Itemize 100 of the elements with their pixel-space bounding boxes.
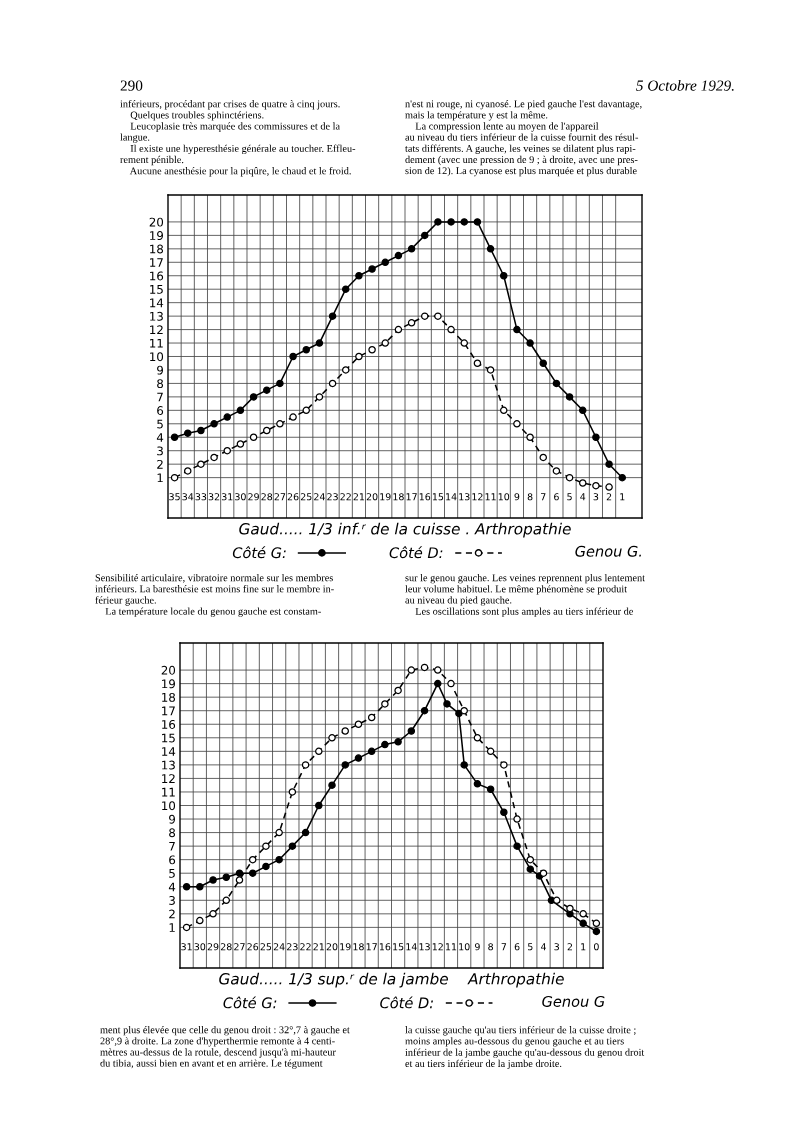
point	[605, 483, 613, 491]
point	[578, 479, 587, 487]
point	[183, 467, 192, 475]
x-tick-label: 14	[406, 943, 417, 951]
point	[315, 801, 323, 810]
point	[210, 453, 218, 462]
text: Genou G	[542, 995, 605, 1007]
y-tick-label: 20	[161, 665, 176, 675]
point	[434, 666, 442, 674]
y-tick-label: 7	[169, 842, 175, 851]
point	[605, 460, 613, 468]
point	[210, 420, 218, 428]
x-tick-label: 15	[432, 493, 444, 501]
point	[486, 245, 495, 253]
point	[407, 319, 416, 327]
point	[421, 312, 429, 320]
y-tick-label: 11	[150, 338, 163, 348]
point	[473, 780, 482, 788]
point	[434, 312, 442, 320]
point	[394, 251, 403, 260]
point	[197, 426, 205, 435]
x-tick-label: 7	[501, 943, 507, 951]
x-tick-label: 11	[485, 493, 496, 501]
x-axis-title: Gaud..... 1/3 inf.ʳ de la cuisse . Arthropathie	[239, 522, 571, 538]
y-tick-label: 10	[162, 801, 176, 811]
point	[473, 734, 482, 742]
point	[182, 883, 191, 891]
point	[434, 679, 442, 688]
x-tick-label: 9	[475, 943, 480, 951]
point	[341, 727, 349, 735]
point	[486, 785, 495, 794]
y-tick-label: 4	[156, 433, 164, 442]
point	[539, 453, 548, 462]
text: sur le genou gauche. Les veines reprennent plus lentement leur volume habituel. Le même phénomène se produit au niveau du pied gauche. Les oscillations sont plus amples au tiers inférieur de	[405, 574, 645, 617]
point	[592, 919, 601, 928]
point	[500, 761, 508, 769]
point	[355, 352, 363, 361]
point	[447, 679, 455, 688]
point	[513, 815, 521, 823]
x-tick-label: 5	[567, 493, 572, 501]
point	[182, 923, 191, 932]
x-tick-label: 11	[446, 943, 457, 951]
point	[354, 754, 363, 762]
text: Genou G.	[575, 545, 642, 557]
y-tick-label: 19	[162, 679, 175, 689]
point	[552, 896, 561, 905]
text: la cuisse gauche qu'au tiers inférieur de la cuisse droite ; moins amples au-dessous du genou gauche et au tiers inférieur de la jambe gauche qu'au-dessous du genou droit et au tiers inférieur de la jambe droite.	[405, 1026, 645, 1070]
x-tick-label: 6	[514, 943, 520, 951]
x-tick-label: 26	[287, 493, 299, 501]
point	[315, 393, 324, 401]
x-tick-label: 10	[498, 493, 510, 501]
x-tick-label: 19	[340, 943, 351, 951]
point	[381, 258, 390, 267]
point	[248, 869, 257, 877]
point	[407, 666, 416, 674]
point	[579, 910, 587, 918]
legend-label: Côté G:	[223, 996, 277, 1009]
x-tick-label: 1	[581, 943, 586, 951]
x-tick-label: 22	[300, 943, 311, 951]
x-tick-label: 34	[182, 493, 194, 501]
y-tick-label: 2	[157, 459, 163, 469]
x-tick-label: 8	[527, 493, 533, 501]
x-tick-label: 13	[419, 943, 430, 951]
x-tick-label: 9	[514, 493, 520, 501]
x-tick-label: 13	[459, 493, 470, 501]
point	[592, 481, 600, 490]
point	[420, 706, 429, 715]
x-axis-title: Gaud..... 1/3 sup.ʳ de la jambe Arthropathie	[219, 972, 564, 988]
point	[566, 904, 574, 913]
point	[262, 862, 270, 871]
y-tick-label: 14	[162, 747, 176, 756]
point	[367, 713, 376, 722]
point	[342, 285, 350, 293]
x-tick-label: 26	[247, 943, 259, 951]
x-tick-label: 25	[300, 493, 312, 501]
y-tick-label: 9	[157, 365, 163, 375]
x-tick-label: 0	[594, 943, 599, 951]
y-tick-label: 13	[162, 760, 175, 770]
point	[578, 406, 587, 415]
y-tick-label: 10	[150, 352, 164, 362]
point	[381, 339, 390, 347]
text: 5 Octobre 1929.	[636, 80, 734, 91]
y-tick-label: 1	[169, 923, 175, 932]
x-tick-label: 23	[287, 943, 298, 951]
x-tick-label: 31	[221, 493, 233, 501]
point	[368, 265, 376, 273]
x-tick-label: 24	[273, 943, 285, 951]
point	[249, 393, 258, 401]
y-tick-label: 16	[150, 271, 164, 281]
y-tick-label: 3	[157, 446, 163, 456]
point	[421, 231, 429, 240]
point	[579, 919, 587, 928]
point	[407, 245, 416, 253]
point	[460, 218, 469, 226]
point	[289, 413, 297, 421]
x-tick-label: 25	[260, 943, 272, 951]
point	[302, 346, 311, 354]
x-tick-label: 1	[620, 493, 625, 501]
point	[289, 352, 297, 361]
point	[460, 761, 468, 769]
